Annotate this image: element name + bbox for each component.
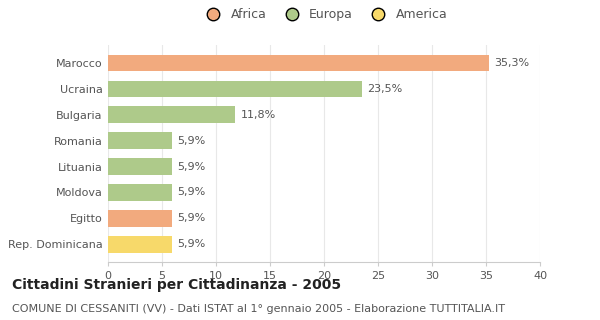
Bar	[108, 132, 172, 149]
Bar	[108, 158, 172, 175]
Text: 5,9%: 5,9%	[177, 239, 205, 249]
Bar	[108, 55, 489, 71]
Bar	[108, 236, 172, 252]
Text: 5,9%: 5,9%	[177, 162, 205, 172]
Legend: Africa, Europa, America: Africa, Europa, America	[196, 3, 452, 26]
Text: COMUNE DI CESSANITI (VV) - Dati ISTAT al 1° gennaio 2005 - Elaborazione TUTTITAL: COMUNE DI CESSANITI (VV) - Dati ISTAT al…	[12, 304, 505, 314]
Text: 5,9%: 5,9%	[177, 136, 205, 146]
Text: 5,9%: 5,9%	[177, 213, 205, 223]
Bar	[108, 184, 172, 201]
Bar	[108, 210, 172, 227]
Bar	[108, 107, 235, 123]
Bar	[108, 81, 362, 97]
Text: Cittadini Stranieri per Cittadinanza - 2005: Cittadini Stranieri per Cittadinanza - 2…	[12, 278, 341, 292]
Text: 5,9%: 5,9%	[177, 188, 205, 197]
Text: 35,3%: 35,3%	[494, 58, 530, 68]
Text: 11,8%: 11,8%	[241, 110, 276, 120]
Text: 23,5%: 23,5%	[367, 84, 403, 94]
